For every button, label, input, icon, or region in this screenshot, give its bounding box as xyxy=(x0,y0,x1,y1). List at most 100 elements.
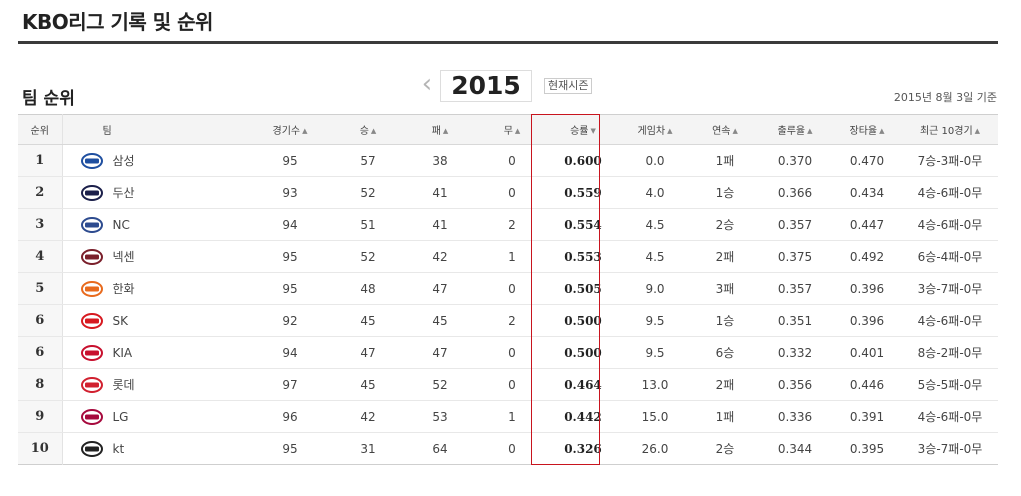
rank-cell: 5 xyxy=(18,272,63,305)
lotte-giants-logo xyxy=(80,376,103,393)
team-name[interactable]: 한화 xyxy=(112,282,135,296)
wins-cell: 52 xyxy=(332,240,404,273)
col-games[interactable]: 경기수 ▲ xyxy=(248,114,332,145)
losses-cell: 41 xyxy=(404,176,476,209)
team-name[interactable]: 삼성 xyxy=(112,154,135,168)
col-rank: 순위 xyxy=(18,114,63,145)
pct-cell: 0.553 xyxy=(548,240,618,273)
slg-cell: 0.395 xyxy=(849,441,885,456)
hanwha-eagles-logo xyxy=(80,280,103,297)
current-season-button[interactable]: 현재시즌 xyxy=(544,78,593,94)
team-cell[interactable]: kt xyxy=(62,433,248,465)
sort-up-icon: ▲ xyxy=(370,127,377,135)
streak-cell: 3패 xyxy=(692,272,758,305)
games-behind-cell: 9.0 xyxy=(618,272,692,305)
obp-cell: 0.357 xyxy=(758,208,832,241)
standings-table: 순위 팀 경기수 ▲ 승 ▲ 패 ▲ 무 ▲ 승률 ▼ 게임차 ▲ 연속 ▲ 출루율 ▲ 장타율… xyxy=(18,114,998,465)
draws-cell: 0 xyxy=(476,336,548,369)
wins-cell: 45 xyxy=(332,368,404,401)
table-row: 2 두산 93 52 41 0 0.559 4.0 1승 0.366 0.434 4승-6패-0무 xyxy=(18,176,998,209)
nc-dinos-logo xyxy=(80,216,103,233)
sort-up-icon: ▲ xyxy=(302,127,308,135)
obp-cell: 0.336 xyxy=(758,400,832,433)
games-behind-cell: 4.5 xyxy=(618,240,692,273)
sort-up-icon: ▲ xyxy=(732,127,738,135)
streak-cell: 1패 xyxy=(692,144,758,177)
sort-up-icon: ▲ xyxy=(514,127,521,135)
page-title: KBO리그 기록 및 순위 xyxy=(22,10,213,34)
chevron-left-icon[interactable]: ‹ xyxy=(421,69,433,99)
wins-cell: 52 xyxy=(332,176,404,209)
team-name[interactable]: SK xyxy=(112,313,129,328)
pct-value: 0.553 xyxy=(564,249,602,264)
sort-up-icon: ▲ xyxy=(667,127,673,135)
pct-value: 0.500 xyxy=(564,313,602,328)
games-cell: 95 xyxy=(282,441,298,456)
pct-value: 0.500 xyxy=(564,345,602,360)
games-behind-cell: 26.0 xyxy=(641,441,669,456)
team-name[interactable]: LG xyxy=(112,409,129,424)
sort-up-icon: ▲ xyxy=(442,127,449,135)
losses-cell: 47 xyxy=(404,336,476,369)
pct-cell: 0.554 xyxy=(548,208,618,241)
col-wins[interactable]: 승 ▲ xyxy=(332,114,404,145)
team-name[interactable]: kt xyxy=(112,441,125,456)
losses-cell: 38 xyxy=(404,144,476,177)
rank-cell: 4 xyxy=(18,240,63,273)
team-name[interactable]: 롯데 xyxy=(112,378,135,392)
kia-tigers-logo xyxy=(80,344,103,361)
table-row: 10 kt 95 31 64 0 0.326 26.0 2승 0.344 0.395 3승-7패-0무 xyxy=(18,432,998,465)
draws-cell: 0 xyxy=(508,441,516,456)
losses-cell: 53 xyxy=(404,400,476,433)
team-name[interactable]: KIA xyxy=(112,345,133,360)
table-row: 4 넥센 95 52 42 1 0.553 4.5 2패 0.375 0.492 6승-4패-0무 xyxy=(18,240,998,273)
season-selector: ‹ 2015 현재시즌 xyxy=(416,70,596,102)
pct-cell: 0.600 xyxy=(548,144,618,177)
games-cell: 92 xyxy=(248,304,332,337)
col-losses[interactable]: 패 ▲ xyxy=(404,114,476,145)
team-cell[interactable]: 두산 xyxy=(62,176,248,209)
team-name[interactable]: NC xyxy=(112,217,130,232)
team-cell[interactable]: 삼성 xyxy=(62,144,248,177)
team-name[interactable]: 넥센 xyxy=(112,250,135,264)
team-cell[interactable]: KIA xyxy=(62,336,248,369)
lg-twins-logo xyxy=(80,408,103,425)
obp-cell: 0.344 xyxy=(777,441,813,456)
draws-cell: 0 xyxy=(476,144,548,177)
doosan-bears-logo xyxy=(80,184,103,201)
sort-up-icon: ▲ xyxy=(974,127,981,135)
last10-cell: 3승-7패-0무 xyxy=(902,272,998,305)
team-cell[interactable]: 넥센 xyxy=(62,240,248,273)
team-cell[interactable]: 롯데 xyxy=(62,368,248,401)
games-cell: 95 xyxy=(248,272,332,305)
last10-cell: 4승-6패-0무 xyxy=(902,208,998,241)
streak-cell: 2승 xyxy=(715,442,735,456)
obp-cell: 0.351 xyxy=(758,304,832,337)
games-cell: 94 xyxy=(248,336,332,369)
team-cell[interactable]: NC xyxy=(62,208,248,241)
slg-cell: 0.396 xyxy=(832,272,902,305)
col-slg[interactable]: 장타율 ▲ xyxy=(832,114,902,145)
pct-value: 0.600 xyxy=(564,153,602,168)
pct-value: 0.326 xyxy=(564,441,602,456)
rank-cell: 9 xyxy=(18,400,63,433)
col-draws[interactable]: 무 ▲ xyxy=(476,114,548,145)
team-cell[interactable]: LG xyxy=(62,400,248,433)
games-behind-cell: 15.0 xyxy=(618,400,692,433)
pct-cell: 0.442 xyxy=(548,400,618,433)
last10-cell: 7승-3패-0무 xyxy=(902,144,998,177)
team-cell[interactable]: SK xyxy=(62,304,248,337)
team-name[interactable]: 두산 xyxy=(112,186,135,200)
col-games-behind[interactable]: 게임차 ▲ xyxy=(618,114,692,145)
col-last10[interactable]: 최근 10경기 ▲ xyxy=(902,114,998,145)
slg-cell: 0.401 xyxy=(832,336,902,369)
draws-cell: 2 xyxy=(476,208,548,241)
col-streak[interactable]: 연속 ▲ xyxy=(692,114,758,145)
table-header-row: 순위 팀 경기수 ▲ 승 ▲ 패 ▲ 무 ▲ 승률 ▼ 게임차 ▲ 연속 ▲ 출루율 ▲ 장타율… xyxy=(18,114,998,145)
team-cell[interactable]: 한화 xyxy=(62,272,248,305)
games-behind-cell: 9.5 xyxy=(618,336,692,369)
col-obp[interactable]: 출루율 ▲ xyxy=(758,114,832,145)
rank-cell: 2 xyxy=(18,176,63,209)
wins-cell: 31 xyxy=(360,441,376,456)
col-pct[interactable]: 승률 ▼ xyxy=(548,114,618,145)
